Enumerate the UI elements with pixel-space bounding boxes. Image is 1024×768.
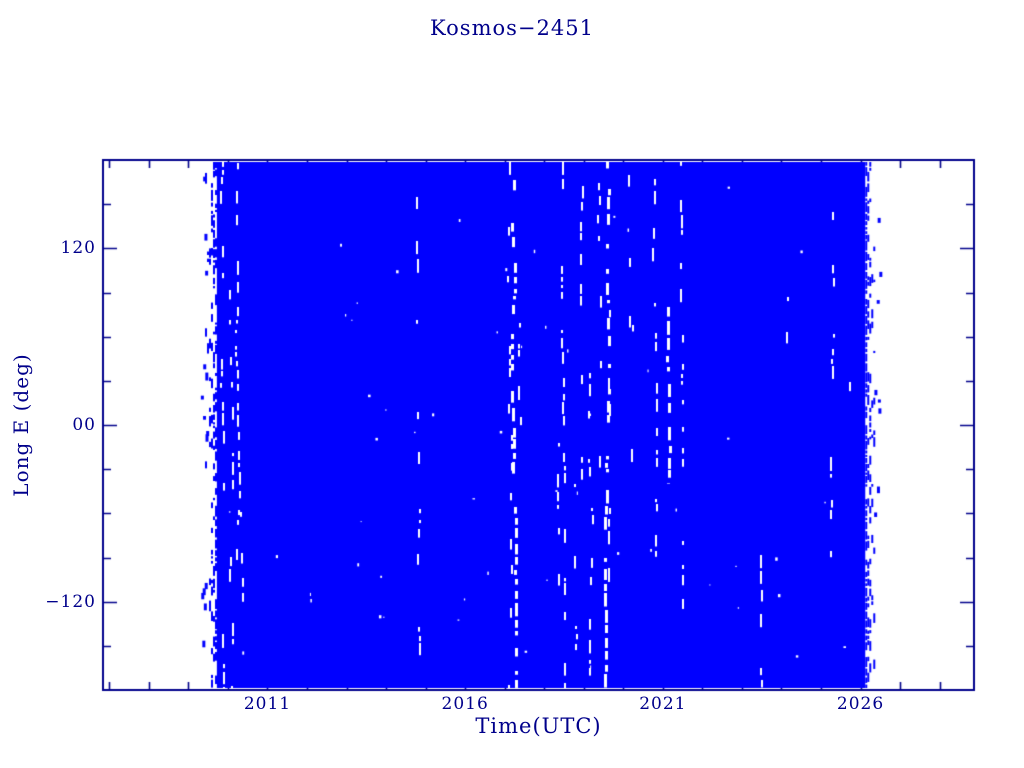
x-tick-label: 2011 xyxy=(243,694,292,714)
y-tick-label: −120 xyxy=(45,591,96,612)
chart-title: Kosmos−2451 xyxy=(430,16,594,40)
x-axis-label: Time(UTC) xyxy=(475,714,602,738)
y-axis-label-text: Long E (deg) xyxy=(9,353,33,497)
x-tick-label: 2021 xyxy=(639,694,687,714)
x-tick-label: 2016 xyxy=(441,694,489,714)
y-tick-label: 00 xyxy=(72,415,96,435)
y-tick-label: 120 xyxy=(60,238,96,259)
x-tick-label: 2026 xyxy=(836,694,885,714)
